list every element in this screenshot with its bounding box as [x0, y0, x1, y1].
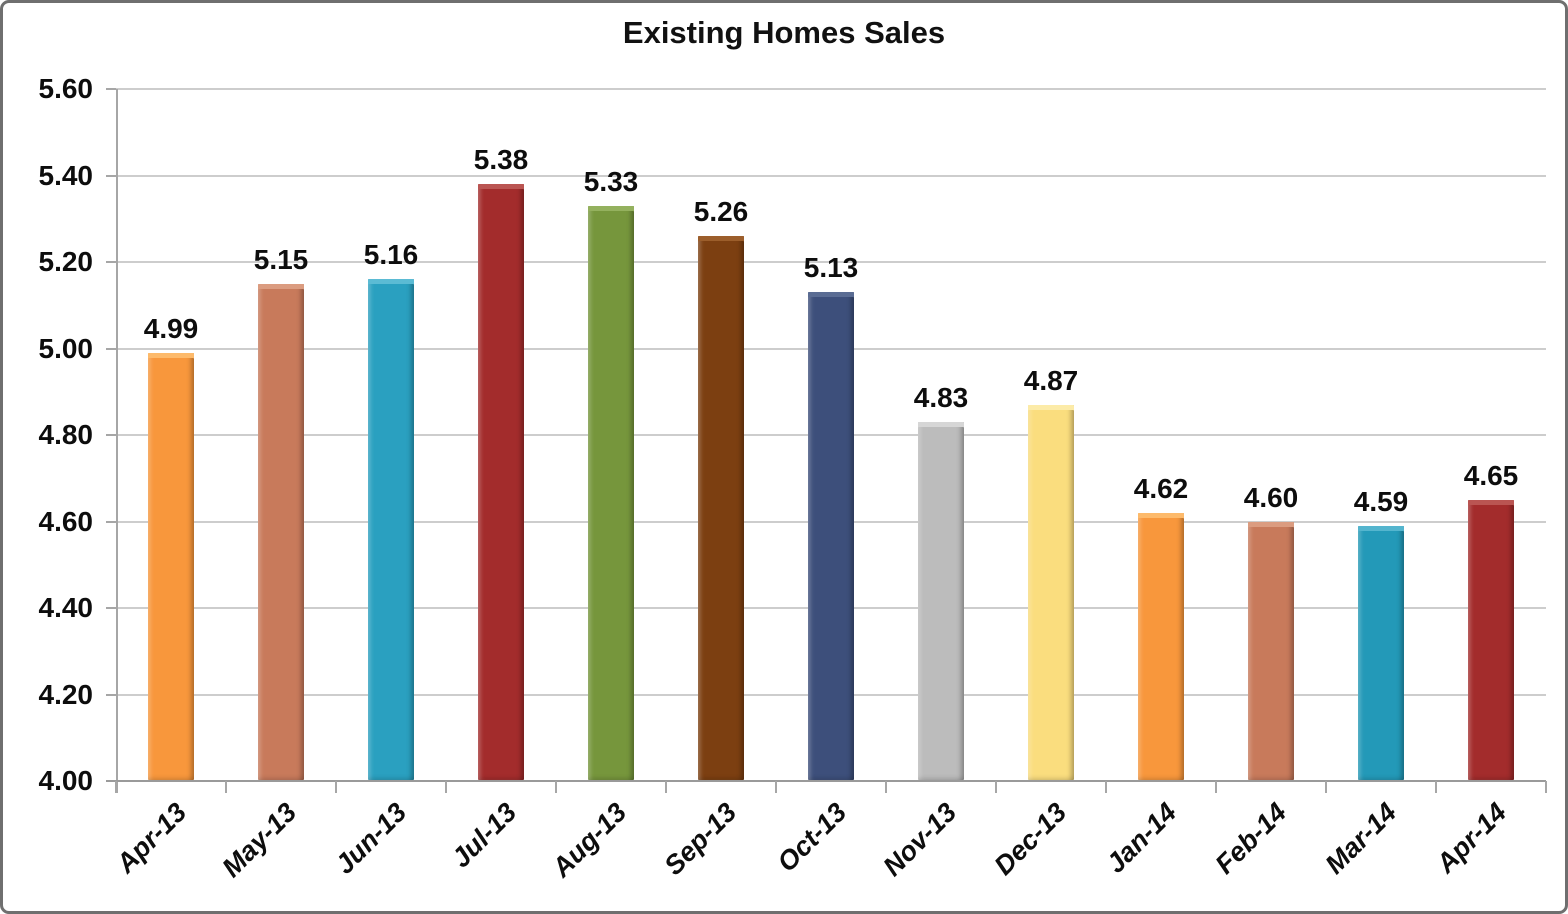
bar-value-label: 4.99	[143, 312, 199, 344]
x-axis-tick	[775, 781, 777, 793]
bar-jan-14	[1138, 512, 1184, 780]
y-axis-tick	[106, 88, 116, 90]
bar-value-label: 4.65	[1463, 459, 1519, 491]
y-tick-label: 4.60	[38, 505, 94, 537]
x-axis-tick	[225, 781, 227, 793]
x-axis-tick	[665, 781, 667, 793]
y-tick-label: 5.60	[38, 73, 94, 104]
bar-value-label: 5.13	[803, 252, 859, 284]
x-axis-tick	[1545, 781, 1547, 793]
bar-aug-13	[588, 205, 634, 780]
y-tick-label: 5.20	[38, 246, 94, 277]
bar-may-13	[258, 283, 304, 780]
x-category-label: May-13	[216, 797, 303, 883]
y-tick-label: 4.20	[38, 678, 94, 710]
x-category-label: Nov-13	[877, 797, 963, 882]
y-axis-tick	[106, 261, 116, 263]
bar-feb-14	[1248, 521, 1294, 780]
bar-value-label: 4.87	[1023, 364, 1079, 396]
bar-jul-13	[478, 184, 524, 780]
x-axis-tick	[1325, 781, 1327, 793]
y-axis-tick	[106, 607, 116, 609]
x-axis-line	[106, 780, 1546, 782]
bar-value-label: 5.15	[253, 243, 309, 275]
bar-value-label: 4.62	[1133, 472, 1189, 504]
x-category-label: Jun-13	[329, 797, 413, 880]
x-category-label: Apr-13	[110, 797, 193, 879]
x-category-label: Apr-14	[1430, 797, 1513, 879]
bar-value-label: 5.38	[473, 144, 529, 176]
bar-jun-13	[368, 279, 414, 780]
y-tick-label: 4.00	[38, 765, 94, 796]
y-axis-tick	[106, 174, 116, 177]
x-category-label: Oct-13	[771, 797, 853, 878]
y-axis-tick	[106, 693, 116, 696]
y-tick-label: 4.80	[38, 419, 94, 450]
gridline	[116, 174, 1546, 177]
x-axis-tick	[115, 781, 117, 793]
gridline	[116, 261, 1546, 263]
x-axis-tick	[1215, 781, 1217, 793]
bar-value-label: 4.59	[1353, 485, 1409, 517]
x-axis-tick	[445, 781, 447, 793]
chart-title: Existing Homes Sales	[622, 15, 946, 50]
x-axis-tick	[1435, 781, 1437, 793]
bar-value-label: 5.26	[693, 196, 749, 228]
x-axis-tick	[335, 781, 337, 793]
bar-oct-13	[808, 292, 854, 780]
bar-nov-13	[918, 422, 964, 780]
bar-mar-14	[1358, 525, 1404, 780]
bar-apr-13	[148, 352, 194, 780]
x-category-label: Jan-14	[1100, 797, 1183, 879]
bar-sep-13	[698, 236, 744, 780]
gridline	[116, 88, 1546, 90]
y-tick-label: 5.40	[38, 159, 94, 191]
bar-dec-13	[1028, 404, 1074, 780]
x-axis-tick	[555, 781, 557, 793]
bar-value-label: 5.16	[363, 239, 419, 271]
x-category-label: Sep-13	[658, 797, 743, 881]
x-axis-tick	[885, 781, 887, 793]
y-axis-tick	[106, 347, 116, 350]
y-tick-label: 4.40	[38, 592, 94, 623]
y-axis-line	[116, 89, 118, 793]
bar-apr-14	[1468, 499, 1514, 780]
x-category-label: Dec-13	[988, 797, 1073, 881]
bar-value-label: 5.33	[583, 165, 639, 197]
bar-value-label: 4.83	[913, 382, 969, 414]
x-category-label: Jul-13	[445, 797, 523, 874]
x-category-label: Feb-14	[1209, 797, 1293, 880]
y-tick-label: 5.00	[38, 332, 94, 364]
x-category-label: Aug-13	[546, 797, 633, 883]
x-axis-tick	[1105, 781, 1107, 793]
y-axis-tick	[106, 520, 116, 523]
x-axis-tick	[995, 781, 997, 793]
y-axis-tick	[106, 434, 116, 436]
bar-value-label: 4.60	[1243, 481, 1299, 513]
x-category-label: Mar-14	[1319, 797, 1403, 880]
